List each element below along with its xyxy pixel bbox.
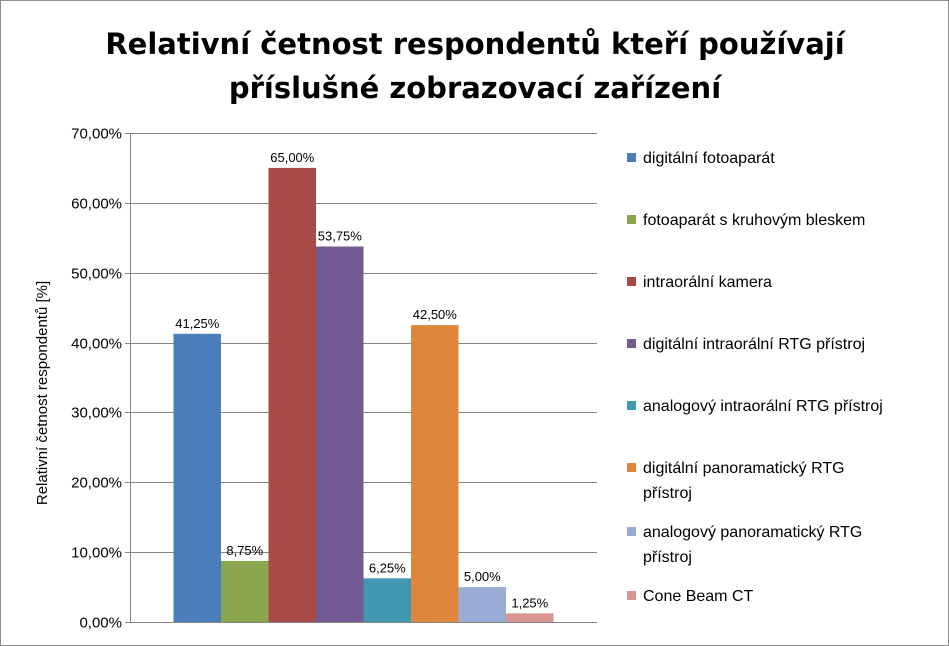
data-label-2: 65,00% [270, 150, 315, 165]
y-tick-labels: 0,00% 10,00% 20,00% 30,00% 40,00% 50,00% 60,00… [71, 126, 122, 632]
legend-swatch-4 [627, 401, 636, 410]
legend-swatch-2 [627, 277, 636, 286]
y-tick-label: 60,00% [71, 196, 122, 213]
y-tick-label: 50,00% [71, 266, 122, 283]
legend-label-2-0: intraorální kamera [643, 274, 772, 291]
legend-swatch-7 [627, 591, 636, 600]
y-axis-label: Relativní četnost respondentů [%] [34, 281, 51, 505]
legend-label-4-0: analogový intraorální RTG přístroj [643, 398, 883, 415]
chart-title-line-1: Relativní četnost respondentů kteří použ… [105, 27, 845, 61]
bar-0 [173, 333, 221, 622]
data-label-7: 1,25% [511, 595, 548, 610]
bar-5 [411, 325, 459, 622]
legend-label-6-0: analogový panoramatický RTG [643, 524, 862, 541]
axes [125, 133, 597, 623]
bars [173, 167, 554, 622]
y-tick-label: 10,00% [71, 545, 122, 562]
bar-3 [316, 246, 364, 622]
data-label-3: 53,75% [318, 229, 363, 244]
legend-label-3-0: digitální intraorální RTG přístroj [643, 336, 865, 353]
bar-1 [221, 560, 269, 622]
data-label-4: 6,25% [369, 560, 406, 575]
data-label-5: 42,50% [413, 307, 458, 322]
legend-label-5-1: přístroj [643, 485, 692, 502]
legend-label-0-0: digitální fotoaparát [643, 150, 775, 167]
chart-title: Relativní četnost respondentů kteří použ… [40, 22, 910, 110]
bar-6 [458, 587, 506, 622]
data-label-0: 41,25% [175, 316, 220, 331]
y-tick-label: 0,00% [79, 615, 122, 632]
data-label-6: 5,00% [464, 569, 501, 584]
legend-swatch-5 [627, 463, 636, 472]
legend-swatch-1 [627, 215, 636, 224]
legend-label-6-1: přístroj [643, 549, 692, 566]
bar-4 [363, 578, 411, 622]
legend-swatch-0 [627, 153, 636, 162]
legend-swatch-6 [627, 527, 636, 536]
bar-2 [268, 167, 316, 622]
bar-7 [506, 613, 554, 622]
data-label-1: 8,75% [226, 543, 263, 558]
legend-swatch-3 [627, 339, 636, 348]
legend-label-5-0: digitální panoramatický RTG [643, 460, 845, 477]
y-tick-label: 30,00% [71, 405, 122, 422]
y-tick-label: 70,00% [71, 126, 122, 143]
legend-label-7-0: Cone Beam CT [643, 588, 753, 605]
y-tick-label: 20,00% [71, 475, 122, 492]
legend: digitální fotoaparát fotoaparát s kruhový… [627, 150, 883, 605]
chart-title-line-2: příslušné zobrazovací zařízení [228, 71, 722, 105]
legend-label-1-0: fotoaparát s kruhovým bleskem [643, 212, 865, 229]
y-tick-label: 40,00% [71, 336, 122, 353]
data-labels: 41,25% 8,75% 65,00% 53,75% 6,25% 42,50% 5,00% 1… [175, 150, 548, 610]
